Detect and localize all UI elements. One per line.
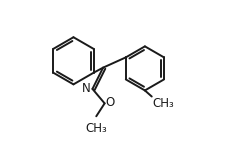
- Text: O: O: [105, 96, 115, 109]
- Text: N: N: [82, 82, 91, 95]
- Text: CH₃: CH₃: [85, 122, 107, 135]
- Text: CH₃: CH₃: [153, 97, 174, 110]
